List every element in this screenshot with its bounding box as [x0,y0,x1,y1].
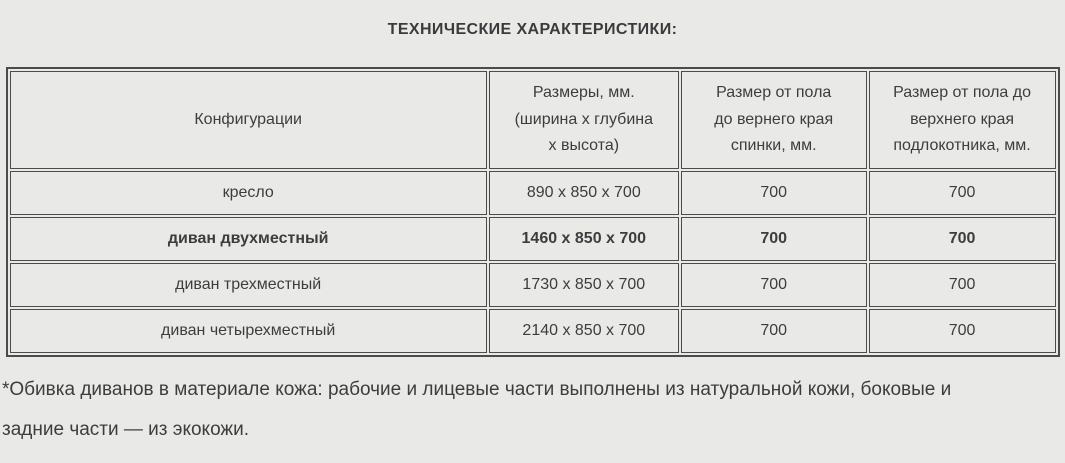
config-cell: диван четырехместный [9,309,487,353]
config-cell: диван трехместный [9,263,487,307]
col-header-dimensions: Размеры, мм. (ширина х глубина х высота) [488,71,679,169]
table-row-armchair: кресло 890 х 850 х 700 700 700 [9,171,1056,215]
col-header-armrest-height: Размер от пола до верхнего края подлокот… [868,71,1056,169]
armrest-height-cell: 700 [868,171,1056,215]
dimensions-cell: 2140 х 850 х 700 [488,309,679,353]
upholstery-footnote: *Обивка диванов в материале кожа: рабочи… [2,379,952,440]
table-header-row: Конфигурации Размеры, мм. (ширина х глуб… [9,71,1056,169]
col-header-backrest-height: Размер от пола до вернего края спинки, м… [680,71,867,169]
specs-table: Конфигурации Размеры, мм. (ширина х глуб… [5,67,1060,357]
config-cell: диван двухместный [9,217,487,261]
backrest-height-cell: 700 [680,263,867,307]
table-row-sofa-three-seat: диван трехместный 1730 х 850 х 700 700 7… [9,263,1056,307]
dimensions-cell: 890 х 850 х 700 [488,171,679,215]
dimensions-cell: 1730 х 850 х 700 [488,263,679,307]
page-title: ТЕХНИЧЕСКИЕ ХАРАКТЕРИСТИКИ: [387,21,678,38]
armrest-height-cell: 700 [868,263,1056,307]
backrest-height-cell: 700 [680,217,867,261]
config-cell: кресло [9,171,487,215]
armrest-height-cell: 700 [868,217,1056,261]
table-row-sofa-four-seat: диван четырехместный 2140 х 850 х 700 70… [9,309,1056,353]
armrest-height-cell: 700 [868,309,1056,353]
backrest-height-cell: 700 [680,309,867,353]
col-header-configuration: Конфигурации [9,71,487,169]
table-row-sofa-two-seat: диван двухместный 1460 х 850 х 700 700 7… [9,217,1056,261]
backrest-height-cell: 700 [680,171,867,215]
dimensions-cell: 1460 х 850 х 700 [488,217,679,261]
